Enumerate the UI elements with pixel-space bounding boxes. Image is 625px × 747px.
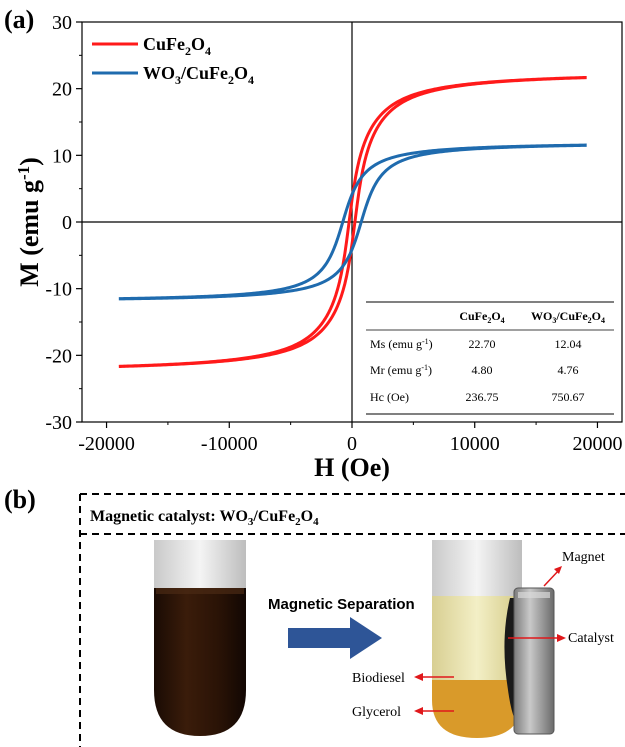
y-tick-label: 10 [52, 145, 72, 167]
label-catalyst: Catalyst [568, 631, 614, 646]
table-cell-ms-cufe2o4: 22.70 [469, 337, 496, 351]
panel-b-label: (b) [4, 485, 36, 514]
series-line-cufe2o4 [118, 75, 587, 369]
table-cell-hc-wo3-cufe2o4: 750.67 [552, 390, 585, 404]
arrow-magnet-head [554, 566, 562, 574]
panel-b-frame [79, 493, 625, 747]
y-tick-label: -30 [45, 412, 72, 434]
arrow-biodiesel-head [414, 673, 423, 681]
legend-label-cufe2o4: CuFe2O4 [143, 34, 211, 58]
label-biodiesel: Biodiesel [352, 671, 405, 686]
y-tick-label: 20 [52, 79, 72, 101]
table-col-header-cufe2o4: CuFe2O4 [459, 309, 504, 325]
label-magnet: Magnet [562, 550, 605, 565]
arrow-glycerol-head [414, 707, 423, 715]
y-tick-label: 0 [62, 212, 72, 234]
table-cell-mr-wo3-cufe2o4: 4.76 [558, 363, 579, 377]
x-axis-title: H (Oe) [314, 453, 390, 482]
vial-before-separation [154, 540, 246, 736]
legend: CuFe2O4 WO3/CuFe2O4 [92, 34, 254, 87]
separation-arrow-icon [288, 617, 382, 659]
y-tick-label: 30 [52, 12, 72, 34]
vial-after-separation [432, 540, 522, 738]
legend-label-wo3-cufe2o4: WO3/CuFe2O4 [143, 63, 254, 87]
x-tick-label: -20000 [78, 433, 135, 455]
table-row-label-ms: Ms (emu g-1) [370, 337, 433, 351]
table-col-header-wo3-cufe2o4: WO3/CuFe2O4 [531, 309, 605, 325]
y-tick-label: -10 [45, 279, 72, 301]
table-cell-hc-cufe2o4: 236.75 [466, 390, 499, 404]
x-tick-label: 10000 [450, 433, 500, 455]
label-glycerol: Glycerol [352, 705, 401, 720]
table-row-label-mr: Mr (emu g-1) [370, 363, 432, 377]
y-axis-title: M (emu g-1) [14, 157, 44, 287]
x-tick-label: -10000 [201, 433, 258, 455]
magnet-block [513, 587, 555, 735]
series-line-wo3-cufe2o4 [118, 143, 587, 301]
table-cell-ms-wo3-cufe2o4: 12.04 [555, 337, 582, 351]
y-tick-label: -20 [45, 345, 72, 367]
panel-a-label: (a) [4, 5, 34, 34]
table-row-label-hc: Hc (Oe) [370, 390, 409, 404]
magnetic-separation-label: Magnetic Separation [268, 596, 415, 613]
catalyst-title: Magnetic catalyst: WO3/CuFe2O4 [90, 508, 319, 528]
y-ticks: -30 -20 -10 0 10 20 30 [45, 12, 82, 434]
arrow-catalyst-head [557, 634, 566, 642]
x-tick-label: 0 [347, 433, 357, 455]
plot-area [118, 75, 587, 369]
inset-table: CuFe2O4 WO3/CuFe2O4 Ms (emu g-1) 22.70 1… [362, 298, 618, 418]
table-cell-mr-cufe2o4: 4.80 [472, 363, 493, 377]
x-tick-label: 20000 [572, 433, 622, 455]
x-ticks: -20000 -10000 0 10000 20000 [78, 422, 622, 455]
